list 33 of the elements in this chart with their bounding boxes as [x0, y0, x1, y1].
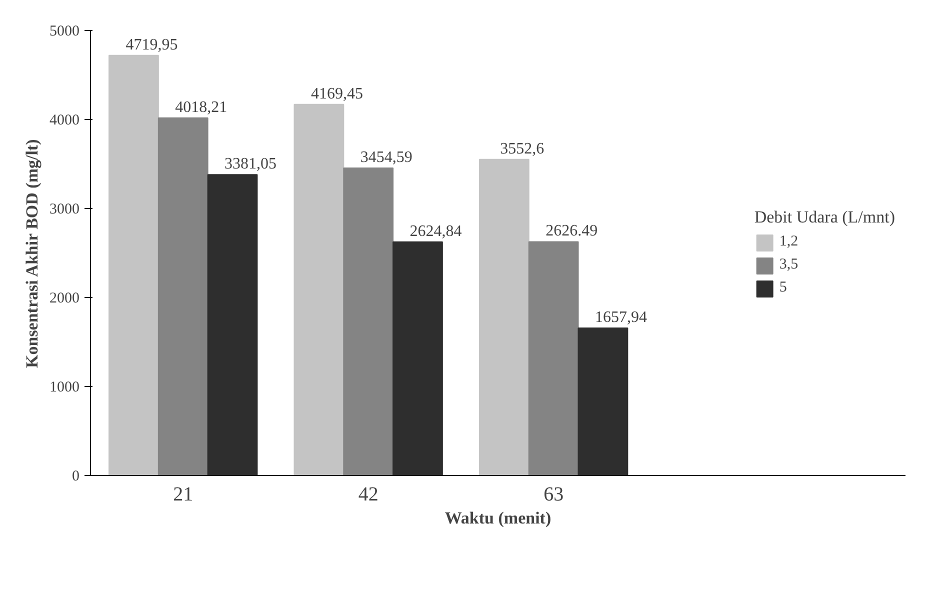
y-tick-label: 3000 — [50, 202, 80, 218]
bar — [478, 158, 530, 476]
y-tick-label: 1000 — [50, 380, 80, 396]
bar — [108, 54, 159, 476]
data-label: 3381,05 — [224, 156, 277, 173]
bar — [294, 104, 344, 476]
legend-label: 1,2 — [779, 234, 800, 250]
data-label: 4719,95 — [126, 36, 178, 54]
legend-label: 3,5 — [779, 256, 800, 274]
data-label: 2626.49 — [546, 222, 598, 240]
data-label: 4169,45 — [310, 85, 363, 102]
data-label: 3552,6 — [500, 140, 544, 158]
y-axis-title: Konsentrasi Akhir BOD (mg/lt) — [22, 139, 42, 368]
y-tick-label: 0 — [72, 468, 80, 484]
data-label: 4018,21 — [175, 98, 228, 116]
bar — [207, 174, 258, 476]
x-tick-label: 63 — [544, 484, 564, 506]
data-label: 2624,84 — [410, 222, 462, 240]
bar — [343, 168, 394, 476]
bar — [528, 241, 579, 476]
bar — [392, 241, 443, 476]
y-tick-label: 4000 — [50, 112, 80, 128]
y-tick-label: 5000 — [50, 24, 80, 40]
bar — [158, 117, 208, 476]
y-tick-label: 2000 — [50, 290, 80, 306]
data-label: 1657,94 — [594, 308, 647, 326]
legend-title: Debit Udara (L/mnt) — [754, 207, 895, 227]
bar — [578, 327, 628, 476]
data-label: 3454,59 — [360, 149, 412, 166]
x-axis-title: Waktu (menit) — [444, 508, 552, 528]
legend-label: 5 — [779, 280, 788, 296]
x-tick-label: 42 — [358, 484, 378, 506]
x-tick-label: 21 — [173, 484, 194, 506]
